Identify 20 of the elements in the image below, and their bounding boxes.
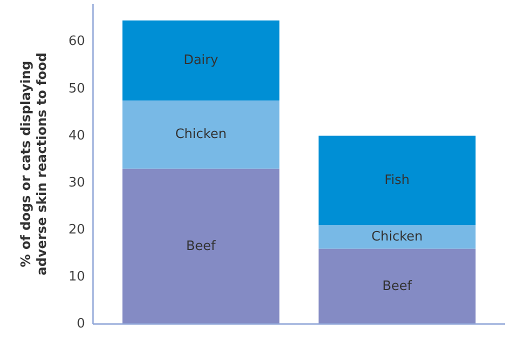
- series-label: Dairy: [184, 53, 219, 68]
- bar: [318, 136, 476, 226]
- y-tick-label: 0: [76, 316, 85, 332]
- bar: [122, 100, 280, 169]
- y-tick-label: 20: [68, 222, 85, 238]
- series-label: Fish: [384, 173, 410, 188]
- y-axis-title: % of dogs or cats displaying adverse skin reactions to food: [19, 52, 50, 276]
- bar: [122, 168, 280, 324]
- bar: [122, 20, 280, 100]
- series-label: Beef: [382, 278, 412, 294]
- y-tick-label: 40: [68, 128, 85, 144]
- bar: [318, 225, 476, 249]
- text: Beef: [186, 238, 216, 254]
- y-tick-label: 60: [68, 34, 85, 50]
- text: Chicken: [175, 127, 227, 142]
- y-tick-label: 30: [68, 175, 85, 190]
- series-label: Chicken: [371, 229, 423, 245]
- y-tick-label: 10: [68, 269, 85, 285]
- bar: [318, 248, 476, 324]
- y-tick-label: 50: [68, 81, 85, 96]
